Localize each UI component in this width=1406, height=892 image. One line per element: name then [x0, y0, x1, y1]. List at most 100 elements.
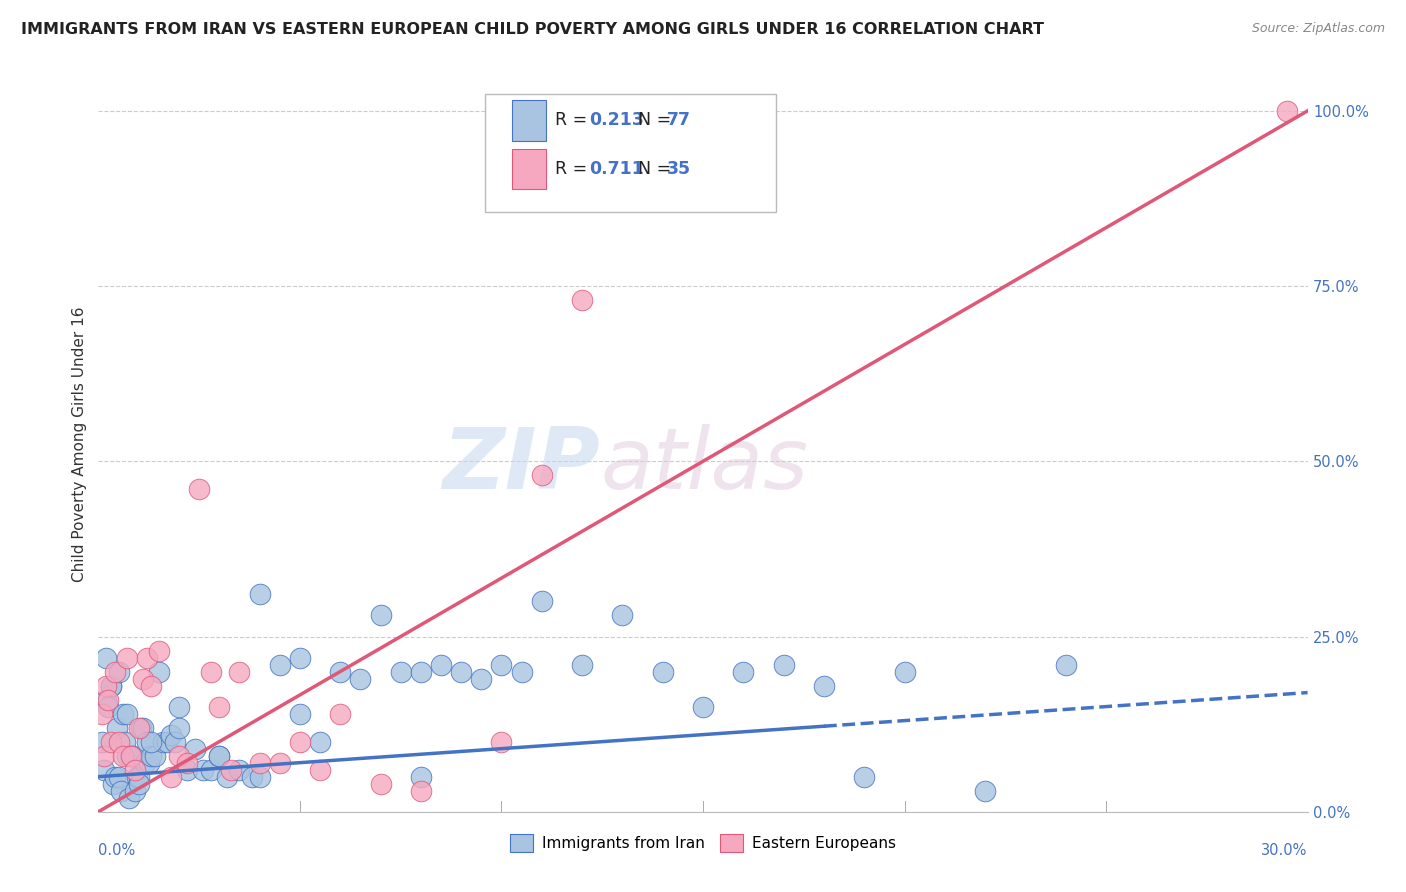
Point	[309, 734, 332, 748]
Point	[733, 665, 755, 679]
Point	[612, 608, 634, 623]
Text: R =: R =	[555, 160, 593, 178]
Point	[152, 734, 174, 748]
FancyBboxPatch shape	[512, 149, 546, 189]
Point	[143, 748, 166, 763]
Text: 77: 77	[666, 112, 690, 129]
Point	[120, 748, 142, 763]
Point	[200, 665, 222, 679]
Point	[430, 657, 453, 672]
Point	[110, 783, 132, 797]
Point	[1277, 103, 1299, 118]
Point	[409, 770, 432, 784]
Point	[208, 748, 231, 763]
Point	[163, 734, 186, 748]
Point	[132, 721, 155, 735]
Point	[249, 770, 271, 784]
Point	[107, 665, 129, 679]
Point	[167, 721, 190, 735]
Point	[118, 790, 141, 805]
Point	[571, 657, 593, 672]
Point	[125, 770, 148, 784]
Point	[115, 706, 138, 721]
Point	[470, 672, 492, 686]
Point	[139, 734, 162, 748]
Point	[91, 734, 114, 748]
Point	[148, 665, 170, 679]
Point	[96, 679, 118, 693]
Point	[115, 748, 138, 763]
Point	[124, 783, 146, 797]
Point	[97, 699, 120, 714]
Point	[974, 783, 997, 797]
Point	[148, 643, 170, 657]
Point	[135, 650, 157, 665]
Point	[128, 777, 150, 791]
Point	[128, 721, 150, 735]
Text: 35: 35	[666, 160, 690, 178]
Point	[132, 672, 155, 686]
Point	[176, 763, 198, 777]
Point	[91, 706, 114, 721]
Point	[288, 734, 311, 748]
Point	[114, 734, 136, 748]
FancyBboxPatch shape	[512, 100, 546, 141]
Point	[240, 770, 263, 784]
Point	[100, 679, 122, 693]
Point	[288, 650, 311, 665]
Point	[389, 665, 412, 679]
Point	[160, 770, 183, 784]
Point	[853, 770, 876, 784]
Text: 0.711: 0.711	[589, 160, 644, 178]
Point	[103, 665, 125, 679]
Point	[97, 692, 120, 706]
Y-axis label: Child Poverty Among Girls Under 16: Child Poverty Among Girls Under 16	[72, 306, 87, 582]
Point	[269, 657, 291, 672]
Point	[107, 734, 129, 748]
Point	[93, 763, 115, 777]
Point	[208, 699, 231, 714]
Point	[107, 770, 129, 784]
Point	[530, 468, 553, 483]
Point	[105, 721, 128, 735]
Point	[100, 734, 122, 748]
Point	[288, 706, 311, 721]
Point	[120, 748, 142, 763]
Text: Source: ZipAtlas.com: Source: ZipAtlas.com	[1251, 22, 1385, 36]
Point	[1054, 657, 1077, 672]
Point	[111, 748, 134, 763]
Point	[138, 756, 160, 770]
Point	[156, 734, 179, 748]
Point	[228, 665, 250, 679]
Point	[121, 748, 143, 763]
Point	[96, 650, 118, 665]
Text: R =: R =	[555, 112, 593, 129]
Text: atlas: atlas	[600, 425, 808, 508]
Point	[176, 756, 198, 770]
Point	[772, 657, 794, 672]
Point	[193, 763, 215, 777]
Point	[249, 587, 271, 601]
Point	[208, 748, 231, 763]
Point	[491, 657, 513, 672]
Point	[128, 770, 150, 784]
Text: IMMIGRANTS FROM IRAN VS EASTERN EUROPEAN CHILD POVERTY AMONG GIRLS UNDER 16 CORR: IMMIGRANTS FROM IRAN VS EASTERN EUROPEAN…	[21, 22, 1045, 37]
Point	[134, 756, 156, 770]
Point	[309, 763, 332, 777]
Point	[491, 734, 513, 748]
Point	[103, 770, 125, 784]
Text: 0.0%: 0.0%	[98, 843, 135, 858]
Point	[124, 763, 146, 777]
Point	[160, 728, 183, 742]
Point	[813, 679, 835, 693]
Point	[200, 763, 222, 777]
Point	[228, 763, 250, 777]
Point	[111, 706, 134, 721]
Point	[115, 650, 138, 665]
Text: N =: N =	[638, 160, 676, 178]
Point	[329, 706, 352, 721]
Point	[217, 770, 239, 784]
Point	[450, 665, 472, 679]
Point	[370, 608, 392, 623]
Point	[139, 679, 162, 693]
